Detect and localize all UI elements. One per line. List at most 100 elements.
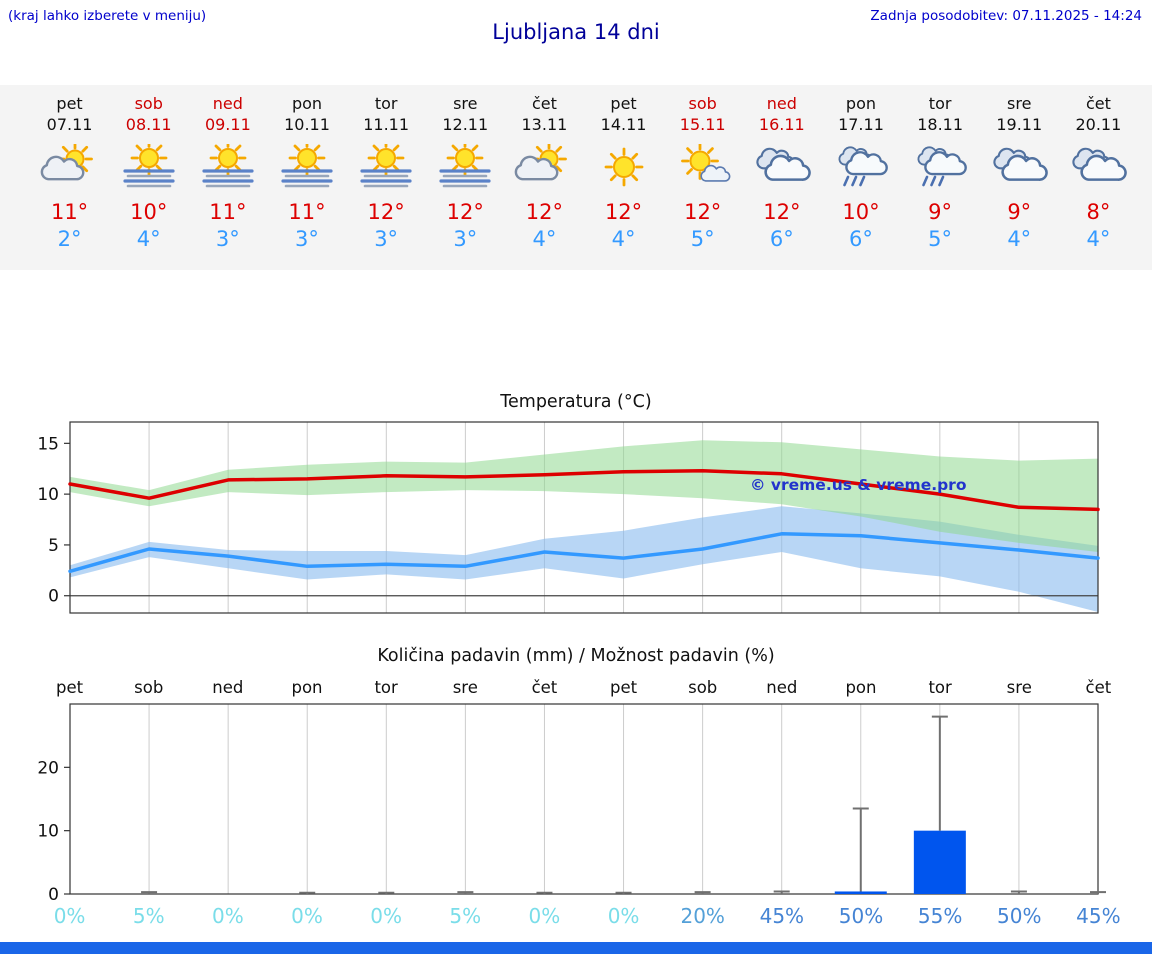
last-update: Zadnja posodobitev: 07.11.2025 - 14:24 (870, 8, 1142, 24)
day-tmin: 5° (928, 227, 953, 251)
forecast-day: tor 18.11 9° 5° (901, 93, 980, 260)
forecast-day: pet 07.11 11° 2° (30, 93, 109, 260)
precip-probability-label: 45% (1076, 904, 1121, 928)
page-title: Ljubljana 14 dni (492, 20, 660, 44)
day-name: tor (928, 94, 952, 113)
precip-day-label: pet (610, 678, 638, 697)
precip-probability-label: 0% (291, 904, 323, 928)
forecast-day: ned 16.11 12° 6° (742, 93, 821, 260)
forecast-day: sre 12.11 12° 3° (426, 93, 505, 260)
precipitation-chart: 0 10 20 (37, 703, 1106, 900)
day-tmax: 12° (446, 200, 484, 224)
plot-border (69, 421, 1099, 614)
day-date: 18.11 (917, 115, 964, 134)
day-name: ned (766, 94, 797, 113)
precip-day-labels: pet sob ned pon tor sre čet pet sob ned pon tor sre č… (0, 678, 1152, 700)
day-tmax: 11° (50, 200, 89, 224)
day-name: sob (134, 94, 163, 113)
day-tmax: 12° (367, 200, 405, 224)
partly-cloudy-icon (505, 139, 584, 195)
menu-hint: (kraj lahko izberete v meniju) (8, 8, 207, 24)
max-range-band (70, 440, 1098, 552)
y-tick-label: 0 (48, 587, 59, 607)
day-date: 09.11 (204, 115, 251, 134)
partly-cloudy-icon (30, 139, 109, 195)
precip-day-label: ned (766, 678, 798, 697)
temp-min-line (68, 532, 1100, 574)
plot-border (69, 703, 1099, 895)
forecast-day: pon 10.11 11° 3° (267, 93, 346, 260)
precip-day-label: čet (1085, 678, 1112, 697)
min-range-band (70, 506, 1098, 612)
day-tmax: 10° (130, 200, 168, 224)
day-tmin: 2° (57, 227, 82, 251)
day-name: pet (56, 94, 83, 113)
precip-probability-label: 0% (211, 904, 244, 928)
forecast-day: sob 08.11 10° 4° (109, 93, 188, 260)
day-tmax: 9° (928, 200, 953, 224)
cloudy-icon (742, 139, 821, 195)
forecast-day: tor 11.11 12° 3° (347, 93, 426, 260)
day-name: pon (845, 94, 877, 113)
forecast-day: sre 19.11 9° 4° (980, 93, 1059, 260)
day-tmax: 12° (684, 200, 722, 224)
day-date: 19.11 (996, 115, 1043, 134)
day-tmax: 11° (288, 200, 326, 224)
day-tmax: 10° (842, 200, 880, 224)
precip-probability-label: 5% (449, 904, 482, 928)
day-tmin: 4° (1086, 227, 1111, 251)
day-date: 10.11 (284, 115, 330, 134)
day-name: čet (1085, 94, 1111, 113)
day-tmin: 4° (532, 227, 557, 251)
day-tmax: 9° (1007, 200, 1032, 224)
precip-probability-label: 50% (997, 904, 1042, 928)
day-tmin: 6° (849, 227, 873, 251)
day-name: sre (453, 94, 478, 113)
precip-probability-label: 50% (838, 904, 884, 928)
day-date: 20.11 (1075, 115, 1122, 134)
precip-day-label: pon (845, 678, 877, 697)
forecast-day: sob 15.11 12° 5° (663, 93, 742, 260)
precip-probability-row: 0% 5% 0% 0% 0% 5% 0% 0% 20% 45% 50% 55% 50% 45% (0, 904, 1152, 932)
precip-probability-label: 0% (370, 904, 402, 928)
day-date: 13.11 (521, 115, 568, 134)
precip-day-label: čet (531, 678, 558, 697)
day-tmin: 6° (769, 227, 794, 251)
y-tick-label: 10 (37, 822, 59, 842)
day-tmin: 4° (1007, 227, 1032, 251)
precip-day-label: sre (1006, 678, 1032, 697)
day-tmin: 3° (374, 227, 399, 251)
precip-day-label: ned (212, 678, 244, 697)
precip-day-label: pet (56, 678, 84, 697)
footer-bar (0, 942, 1152, 954)
y-tick-label: 10 (37, 485, 59, 505)
y-tick-label: 5 (48, 536, 59, 556)
mostly-sunny-icon (663, 139, 742, 195)
sun-fog-icon (267, 139, 346, 195)
sunny-icon (584, 139, 663, 195)
day-date: 14.11 (600, 115, 647, 134)
day-date: 15.11 (679, 115, 726, 134)
day-name: pon (291, 94, 323, 113)
day-name: sre (1007, 94, 1032, 113)
precip-day-label: sob (134, 678, 164, 697)
temperature-chart: 0 5 10 15 © vreme.us & vreme.pro (37, 421, 1100, 614)
sun-fog-icon (109, 139, 188, 195)
forecast-day: pon 17.11 10° 6° (821, 93, 900, 260)
temp-max-line (68, 469, 1100, 512)
day-tmax: 8° (1086, 200, 1111, 224)
forecast-day: ned 09.11 11° 3° (188, 93, 267, 260)
precip-day-label: sre (452, 678, 478, 697)
day-tmax: 12° (763, 200, 801, 224)
day-tmin: 3° (453, 227, 478, 251)
day-date: 07.11 (46, 115, 93, 134)
day-date: 08.11 (125, 115, 172, 134)
precip-probability-label: 20% (680, 904, 725, 928)
day-name: ned (212, 94, 243, 113)
precip-probability-label: 0% (607, 904, 640, 928)
day-tmin: 5° (690, 227, 715, 251)
temp-chart-title: Temperatura (°C) (500, 392, 652, 412)
day-date: 11.11 (363, 115, 410, 134)
precip-probability-label: 0% (53, 904, 86, 928)
precip-probability-label: 0% (528, 904, 561, 928)
